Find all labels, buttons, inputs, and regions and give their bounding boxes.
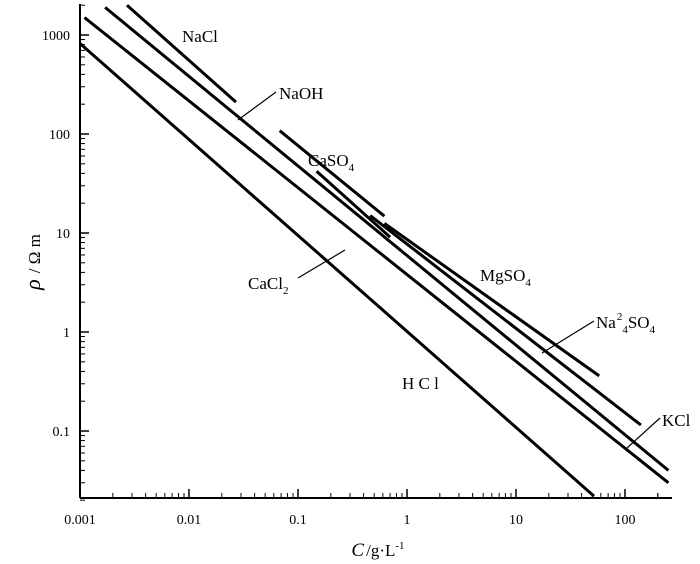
y-tick-label: 10 bbox=[56, 227, 70, 242]
leader-line-naoh bbox=[237, 91, 277, 121]
y-tick-label: 100 bbox=[49, 128, 70, 143]
x-tick-label: 100 bbox=[615, 513, 636, 528]
y-tick-label: 1 bbox=[63, 326, 70, 341]
x-axis-label: C/g·L-1 bbox=[351, 540, 404, 561]
series-line-caso4 bbox=[315, 170, 392, 239]
label-layer: NaCl NaOH CaSO4 MgSO4 Na24SO4 KCl CaCl2 H C l bbox=[182, 27, 691, 449]
series-line-mgso4 bbox=[383, 222, 601, 378]
y-axis-label: ρ/ Ω m bbox=[20, 234, 45, 291]
series-label-naoh: NaOH bbox=[279, 84, 323, 103]
series-label-caso4: CaSO4 bbox=[308, 151, 355, 174]
series-line-kcl bbox=[104, 6, 670, 472]
axes-layer: 0.001 0.01 0.1 1 10 100 1000 100 10 1 0.1 ρ/ Ω m C/g… bbox=[20, 4, 672, 561]
series-label-cacl2: CaCl2 bbox=[248, 274, 288, 297]
y-tick-label: 0.1 bbox=[53, 425, 71, 440]
series-label-mgso4: MgSO4 bbox=[480, 266, 531, 289]
series-line-cacl2 bbox=[83, 16, 670, 484]
series-line-hcl bbox=[79, 42, 595, 498]
series-label-na4so4: Na24SO4 bbox=[596, 311, 656, 336]
x-tick-label: 1 bbox=[404, 513, 411, 528]
series-label-nacl: NaCl bbox=[182, 27, 218, 46]
x-tick-label: 0.001 bbox=[64, 513, 96, 528]
x-tick-label: 0.1 bbox=[289, 513, 307, 528]
series-label-kcl: KCl bbox=[662, 411, 691, 430]
series-line-nacl bbox=[126, 4, 237, 104]
leader-line-mgso4 bbox=[541, 320, 595, 354]
series-line-na4so4 bbox=[369, 214, 642, 427]
series-line-naoh bbox=[278, 129, 386, 218]
series-layer bbox=[79, 4, 670, 498]
leader-line-cacl2 bbox=[297, 249, 346, 279]
series-label-hcl: H C l bbox=[402, 374, 439, 393]
y-tick-label: 1000 bbox=[42, 29, 70, 44]
x-tick-label: 10 bbox=[509, 513, 523, 528]
leader-line-kcl bbox=[626, 417, 661, 449]
x-tick-label: 0.01 bbox=[177, 513, 202, 528]
